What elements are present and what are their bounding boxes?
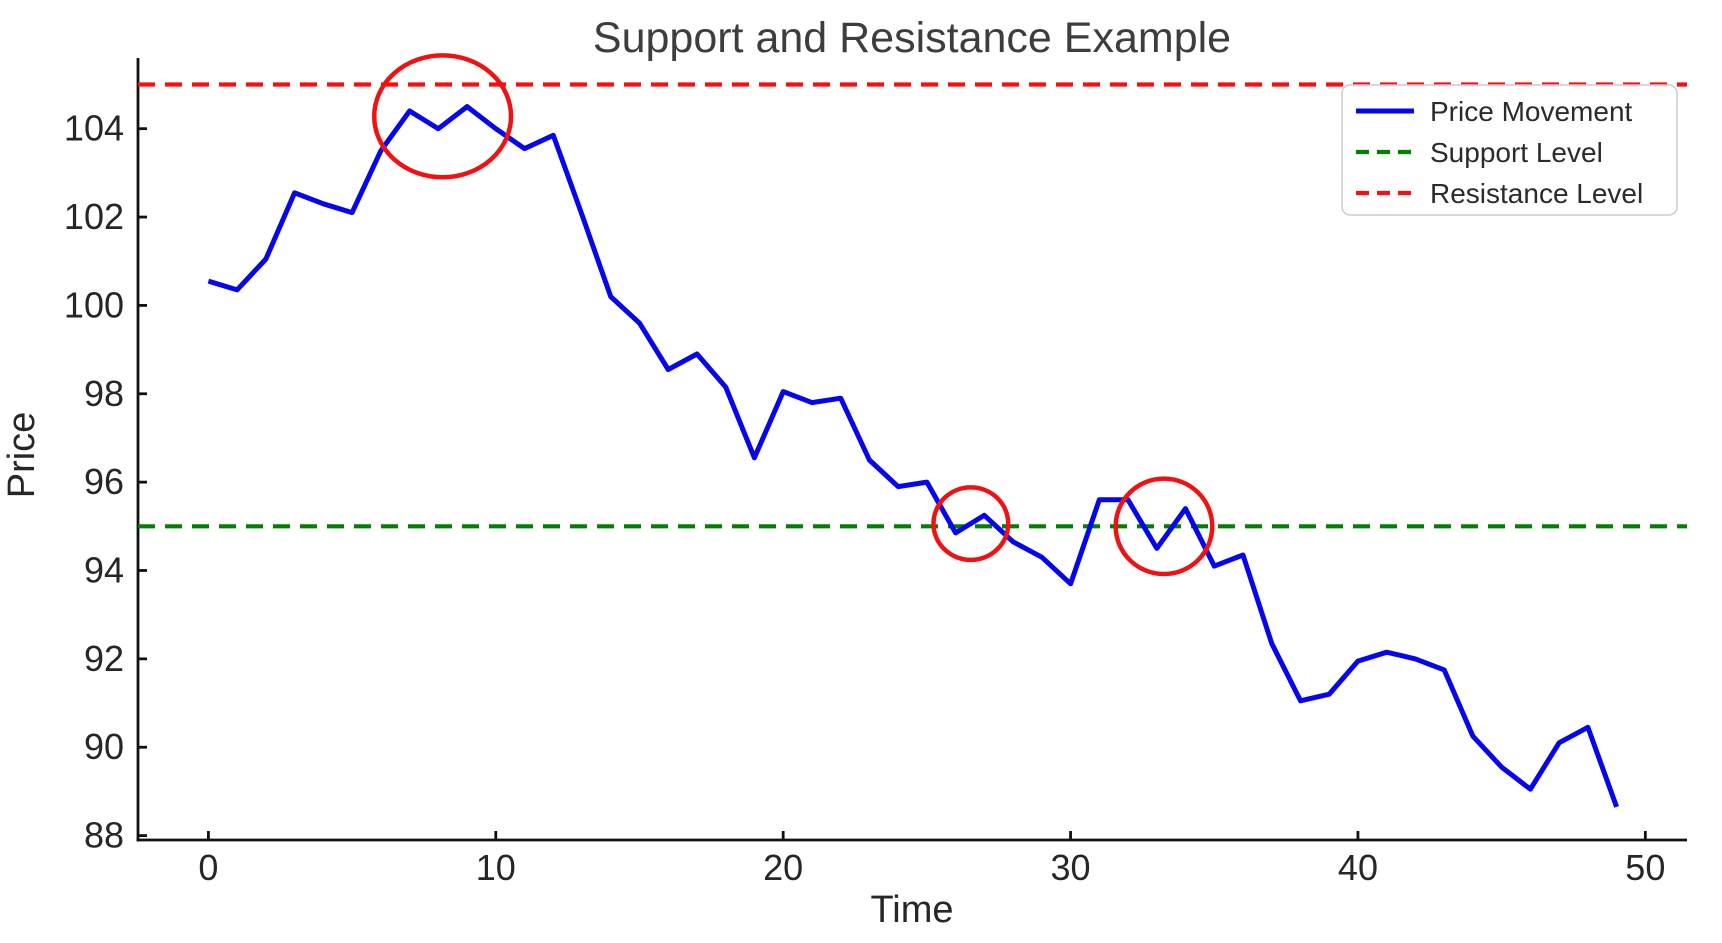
y-tick-label: 90	[84, 726, 124, 767]
y-tick-label: 98	[84, 373, 124, 414]
price-movement-line	[207, 104, 1619, 808]
y-tick-label: 88	[84, 815, 124, 856]
y-tick-label: 96	[84, 461, 124, 502]
y-tick-label: 94	[84, 549, 124, 590]
x-tick-label: 20	[763, 847, 803, 888]
legend-item-support-level: Support Level	[1356, 137, 1603, 168]
y-tick-label: 100	[64, 284, 124, 325]
legend-item-resistance-level: Resistance Level	[1356, 178, 1643, 209]
plot-area: 0 10 20 30 40 50 88 90 92 94 96 98 100 102 104	[64, 53, 1687, 888]
legend-label-resistance-level: Resistance Level	[1430, 178, 1643, 209]
x-tick-label: 0	[198, 847, 218, 888]
y-tick-label: 104	[64, 108, 124, 149]
legend-box	[1341, 84, 1678, 216]
x-tick-label: 30	[1051, 847, 1091, 888]
x-axis-label: Time	[870, 889, 953, 931]
y-tick-label: 92	[84, 638, 124, 679]
legend-label-support-level: Support Level	[1430, 137, 1603, 168]
legend-item-price-movement: Price Movement	[1356, 96, 1633, 127]
x-tick-label: 10	[476, 847, 516, 888]
y-tick-label: 102	[64, 196, 124, 237]
highlight-circle	[371, 53, 514, 180]
legend: Price Movement Support Level Resistance …	[1341, 84, 1678, 216]
highlight-circle	[931, 485, 1011, 563]
highlight-circle	[1113, 476, 1215, 577]
x-tick-label: 40	[1338, 847, 1378, 888]
legend-label-price-movement: Price Movement	[1430, 96, 1633, 127]
y-axis-label: Price	[1, 412, 43, 499]
x-tick-label: 50	[1625, 847, 1665, 888]
chart-title: Support and Resistance Example	[593, 14, 1231, 62]
